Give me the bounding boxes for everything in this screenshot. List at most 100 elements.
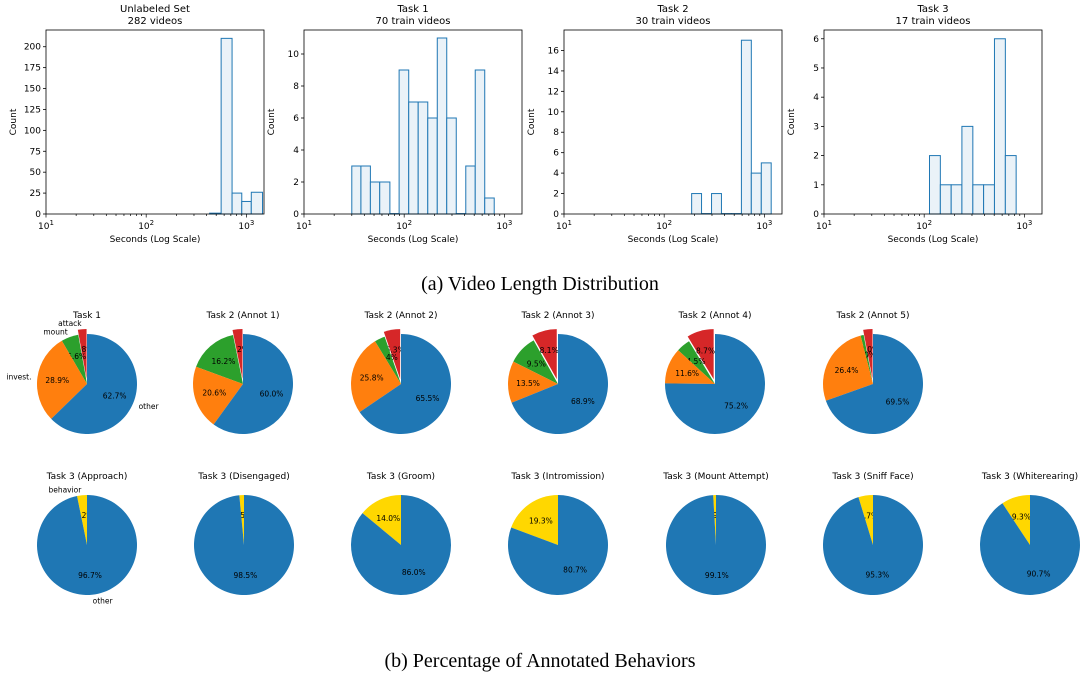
histogram-bar xyxy=(973,185,984,214)
pie-panel: 8.7%4.5%11.6%75.2%Task 2 (Annot 4) xyxy=(665,311,765,434)
x-axis-label: Seconds (Log Scale) xyxy=(628,235,719,245)
pie-title: Task 3 (Whiterearing) xyxy=(981,472,1078,482)
y-tick-label: 0 xyxy=(293,210,299,220)
pie-title: Task 2 (Annot 1) xyxy=(205,311,279,321)
pie-slice-name: mount xyxy=(43,327,67,336)
pie-slice-label: 95.3% xyxy=(865,571,889,580)
histogram-bar xyxy=(466,166,475,214)
histogram-title: Task 1 xyxy=(396,4,428,15)
y-tick-label: 25 xyxy=(30,189,41,199)
histogram-bar xyxy=(761,163,771,214)
x-tick-label: 103 xyxy=(1016,219,1032,232)
y-axis-label: Count xyxy=(527,108,537,135)
x-tick-label: 103 xyxy=(238,219,254,232)
x-tick-label: 102 xyxy=(138,219,154,232)
pie-panel: 9.3%90.7%Task 3 (Whiterearing) xyxy=(980,472,1080,595)
y-tick-label: 8 xyxy=(553,128,559,138)
y-tick-label: 100 xyxy=(24,126,41,136)
pie-slice-label: 13.5% xyxy=(516,379,540,388)
histogram-subtitle: 30 train videos xyxy=(636,16,711,27)
histogram-bar xyxy=(242,201,252,214)
histogram-bar xyxy=(370,182,379,214)
caption-a: (a) Video Length Distribution xyxy=(421,273,659,295)
y-tick-label: 2 xyxy=(293,178,299,188)
pie-slice-name: invest. xyxy=(6,372,31,381)
y-tick-label: 0 xyxy=(813,210,819,220)
x-tick-label: 101 xyxy=(556,219,572,232)
x-tick-label: 102 xyxy=(916,219,932,232)
histogram-bar xyxy=(485,198,494,214)
y-tick-label: 3 xyxy=(813,122,819,132)
y-tick-label: 6 xyxy=(293,114,299,124)
y-tick-label: 16 xyxy=(548,46,560,56)
pie-panel: 0.9%99.1%Task 3 (Mount Attempt) xyxy=(662,472,769,595)
pie-slice-label: 68.9% xyxy=(571,397,595,406)
pie-panel: 8.1%9.5%13.5%68.9%Task 2 (Annot 3) xyxy=(508,311,608,434)
x-tick-label: 103 xyxy=(496,219,512,232)
histogram-title: Unlabeled Set xyxy=(120,4,190,15)
y-tick-label: 125 xyxy=(24,105,41,115)
pie-slice-label: 69.5% xyxy=(886,397,910,406)
pie-panel: 14.0%86.0%Task 3 (Groom) xyxy=(351,472,451,595)
y-tick-label: 150 xyxy=(24,85,41,95)
histogram-bar xyxy=(751,173,761,214)
histogram-bar xyxy=(409,102,418,214)
pie-title: Task 3 (Sniff Face) xyxy=(831,472,913,482)
y-tick-label: 4 xyxy=(553,169,559,179)
y-tick-label: 0 xyxy=(35,210,41,220)
pie-slice-label: 20.6% xyxy=(202,389,226,398)
pie-panel: 4.7%95.3%Task 3 (Sniff Face) xyxy=(823,472,923,595)
pie-slice-label: 90.7% xyxy=(1027,570,1051,579)
pie-slice-label: 98.5% xyxy=(233,571,257,580)
histogram-bar xyxy=(352,166,361,214)
y-tick-label: 50 xyxy=(30,168,42,178)
y-tick-label: 12 xyxy=(548,87,559,97)
caption-b: (b) Percentage of Annotated Behaviors xyxy=(384,650,695,672)
y-tick-label: 0 xyxy=(553,210,559,220)
pie-title: Task 2 (Annot 4) xyxy=(677,311,751,321)
pie-slice-label: 96.7% xyxy=(78,571,102,580)
pie-panel: 3.2%16.2%20.6%60.0%Task 2 (Annot 1) xyxy=(193,311,293,434)
pie-slice-name: other xyxy=(93,597,114,606)
histogram-bar xyxy=(692,194,702,214)
y-axis-label: Count xyxy=(787,108,797,135)
y-axis-label: Count xyxy=(267,108,277,135)
pie-slice-label: 14.0% xyxy=(376,514,400,523)
pie-title: Task 2 (Annot 2) xyxy=(363,311,437,321)
histogram-bar xyxy=(428,118,438,214)
histogram-bar xyxy=(951,185,962,214)
pie-panel: 19.3%80.7%Task 3 (Intromission) xyxy=(508,472,608,595)
pie-panel: 2.8%attack5.6%mount28.9%invest.62.7%othe… xyxy=(6,311,159,434)
y-tick-label: 6 xyxy=(813,35,819,45)
pie-title: Task 3 (Approach) xyxy=(46,472,128,482)
y-tick-label: 6 xyxy=(553,149,559,159)
pie-slice-label: 8.1% xyxy=(540,346,559,355)
y-tick-label: 200 xyxy=(24,43,41,53)
histogram-subtitle: 70 train videos xyxy=(376,16,451,27)
y-tick-label: 4 xyxy=(813,93,819,103)
x-tick-label: 102 xyxy=(396,219,412,232)
x-tick-label: 102 xyxy=(656,219,672,232)
y-tick-label: 2 xyxy=(813,152,819,162)
pie-slice-label: 60.0% xyxy=(260,389,284,398)
pie-slice-label: 11.6% xyxy=(675,369,699,378)
y-tick-label: 8 xyxy=(293,82,299,92)
pie-slice-label: 62.7% xyxy=(103,392,127,401)
histogram-bar xyxy=(380,182,390,214)
y-tick-label: 14 xyxy=(548,67,560,77)
y-tick-label: 75 xyxy=(30,147,41,157)
pie-panel: 3.0%1.0%26.4%69.5%Task 2 (Annot 5) xyxy=(823,311,923,434)
x-tick-label: 101 xyxy=(296,219,312,232)
y-axis-label: Count xyxy=(9,108,19,135)
pie-title: Task 3 (Intromission) xyxy=(510,472,604,482)
histogram-title: Task 3 xyxy=(916,4,948,15)
y-tick-label: 10 xyxy=(548,108,560,118)
y-tick-label: 5 xyxy=(813,64,819,74)
x-tick-label: 103 xyxy=(756,219,772,232)
histogram-bar xyxy=(712,194,722,214)
pie-title: Task 1 xyxy=(72,311,101,321)
